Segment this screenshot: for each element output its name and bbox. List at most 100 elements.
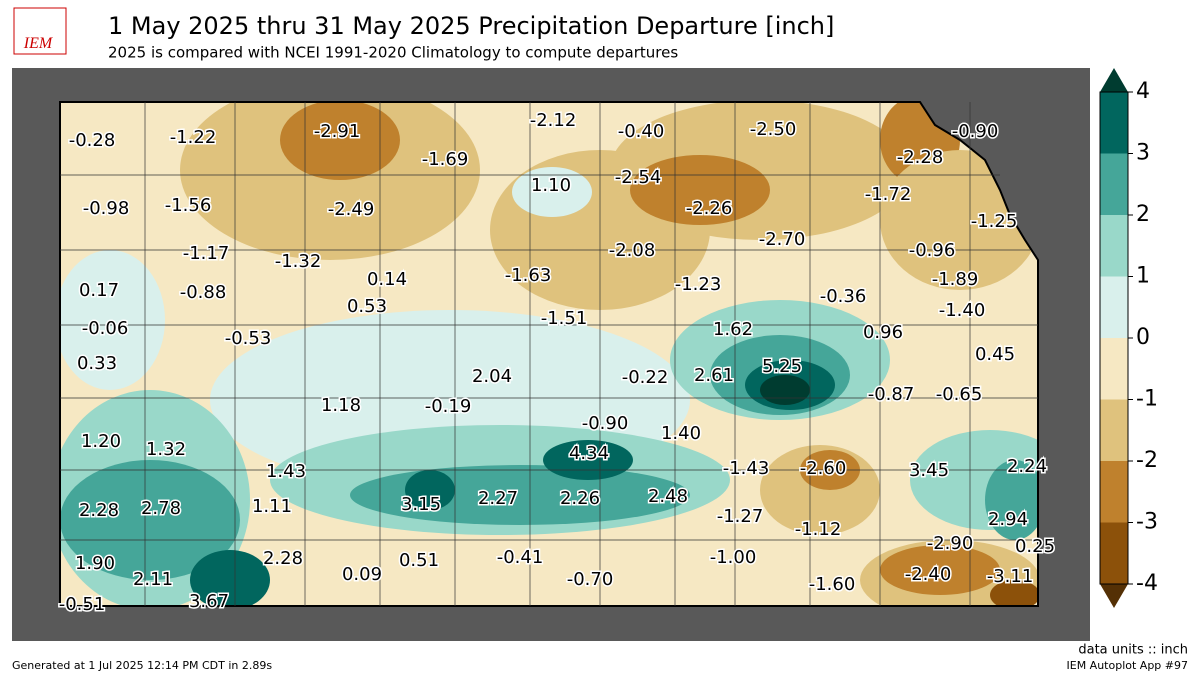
station-value: 1.20 bbox=[81, 431, 121, 452]
station-value: 5.25 bbox=[762, 356, 802, 377]
station-value: 2.61 bbox=[694, 365, 734, 386]
station-value: -2.40 bbox=[905, 564, 952, 585]
colorbar-segment bbox=[1100, 92, 1128, 154]
units-note: data units :: inch bbox=[1078, 643, 1188, 658]
station-value: 2.11 bbox=[133, 569, 173, 590]
colorbar-tick-label: 4 bbox=[1136, 79, 1150, 104]
station-value: 0.53 bbox=[347, 296, 387, 317]
station-value: -2.49 bbox=[328, 199, 375, 220]
station-value: 2.94 bbox=[988, 509, 1028, 530]
station-value: -2.26 bbox=[686, 198, 733, 219]
colorbar-tick-label: 1 bbox=[1136, 264, 1150, 289]
station-value: 1.10 bbox=[531, 175, 571, 196]
station-value: 0.25 bbox=[1015, 536, 1055, 557]
station-value: -1.51 bbox=[541, 308, 588, 329]
station-value: -1.32 bbox=[275, 251, 322, 272]
station-value: -2.70 bbox=[759, 229, 806, 250]
station-value: 3.15 bbox=[401, 494, 441, 515]
app-note: IEM Autoplot App #97 bbox=[1067, 659, 1189, 672]
station-value: -0.40 bbox=[618, 121, 665, 142]
station-value: -2.12 bbox=[530, 110, 577, 131]
station-value: 0.14 bbox=[367, 269, 407, 290]
station-value: -1.17 bbox=[183, 243, 230, 264]
station-value: -0.06 bbox=[82, 318, 129, 339]
station-value: -2.28 bbox=[897, 147, 944, 168]
colorbar-segment bbox=[1100, 338, 1128, 400]
station-value: -0.88 bbox=[180, 282, 227, 303]
colorbar-tick-label: 3 bbox=[1136, 141, 1150, 166]
station-value: -1.25 bbox=[971, 211, 1018, 232]
station-value: 4.34 bbox=[569, 443, 609, 464]
county-lines bbox=[60, 102, 1038, 606]
logo: IEM bbox=[13, 7, 67, 55]
station-value: 1.62 bbox=[713, 319, 753, 340]
colorbar-segment bbox=[1100, 276, 1128, 338]
station-value: -0.90 bbox=[952, 121, 999, 142]
station-value: -1.27 bbox=[717, 506, 764, 527]
station-value: -1.23 bbox=[675, 274, 722, 295]
station-value: -0.36 bbox=[820, 286, 867, 307]
station-value: 1.90 bbox=[75, 553, 115, 574]
station-value: 2.04 bbox=[472, 366, 512, 387]
station-value: 2.78 bbox=[141, 498, 181, 519]
colorbar-over bbox=[1100, 68, 1128, 92]
colorbar-segment bbox=[1100, 461, 1128, 523]
station-value: 0.33 bbox=[77, 353, 117, 374]
colorbar-tick-label: -2 bbox=[1136, 448, 1158, 473]
station-value: 2.27 bbox=[478, 488, 518, 509]
station-value: -2.54 bbox=[615, 167, 662, 188]
colorbar-tick-label: -4 bbox=[1136, 571, 1158, 596]
station-value: 1.18 bbox=[321, 395, 361, 416]
value-labels: -0.28 -1.22 -2.91 -2.12 -0.40 -2.50 -0.90 -1.69… bbox=[57, 109, 1056, 617]
station-value: 1.40 bbox=[661, 423, 701, 444]
station-value: -1.56 bbox=[165, 195, 212, 216]
colorbar-tick-label: -1 bbox=[1136, 387, 1158, 412]
generated-note: Generated at 1 Jul 2025 12:14 PM CDT in … bbox=[12, 659, 272, 672]
station-value: 2.48 bbox=[648, 486, 688, 507]
station-value: -0.98 bbox=[83, 198, 130, 219]
station-value: -2.91 bbox=[314, 121, 361, 142]
station-value: 1.43 bbox=[266, 461, 306, 482]
colorbar-tick-label: 0 bbox=[1136, 325, 1150, 350]
station-value: -0.65 bbox=[936, 384, 983, 405]
colorbar-segment bbox=[1100, 215, 1128, 277]
station-value: 0.09 bbox=[342, 564, 382, 585]
station-value: 1.32 bbox=[146, 439, 186, 460]
station-value: -1.40 bbox=[939, 300, 986, 321]
station-value: -2.60 bbox=[800, 458, 847, 479]
station-value: 2.28 bbox=[79, 500, 119, 521]
colorbar-segment bbox=[1100, 522, 1128, 584]
station-value: 0.96 bbox=[863, 322, 903, 343]
station-value: -1.22 bbox=[170, 127, 217, 148]
station-value: -0.41 bbox=[497, 547, 544, 568]
station-value: -1.43 bbox=[723, 458, 770, 479]
station-value: 2.28 bbox=[263, 548, 303, 569]
station-value: -2.90 bbox=[927, 533, 974, 554]
logo-text: IEM bbox=[23, 35, 54, 52]
station-value: -0.53 bbox=[225, 328, 272, 349]
station-value: -1.72 bbox=[865, 184, 912, 205]
station-value: -0.19 bbox=[425, 396, 472, 417]
station-value: -2.50 bbox=[750, 119, 797, 140]
title: 1 May 2025 thru 31 May 2025 Precipitatio… bbox=[108, 12, 834, 40]
station-value: 2.24 bbox=[1007, 456, 1047, 477]
station-value: -1.89 bbox=[932, 269, 979, 290]
station-value: -1.00 bbox=[710, 547, 757, 568]
station-value: -0.70 bbox=[567, 569, 614, 590]
station-value: -1.69 bbox=[422, 149, 469, 170]
station-value: -1.12 bbox=[795, 519, 842, 540]
station-value: -1.63 bbox=[505, 265, 552, 286]
station-value: 2.26 bbox=[560, 488, 600, 509]
station-value: 3.45 bbox=[909, 460, 949, 481]
subtitle: 2025 is compared with NCEI 1991-2020 Cli… bbox=[108, 44, 678, 62]
station-value: -0.90 bbox=[582, 413, 629, 434]
colorbar-tick-label: -3 bbox=[1136, 510, 1158, 535]
station-value: -0.22 bbox=[622, 367, 669, 388]
colorbar-under bbox=[1100, 584, 1128, 608]
state-border bbox=[59, 101, 1039, 607]
station-value: 0.45 bbox=[975, 344, 1015, 365]
colorbar-segment bbox=[1100, 399, 1128, 461]
station-value: 1.11 bbox=[252, 496, 292, 517]
station-value: 0.17 bbox=[79, 280, 119, 301]
